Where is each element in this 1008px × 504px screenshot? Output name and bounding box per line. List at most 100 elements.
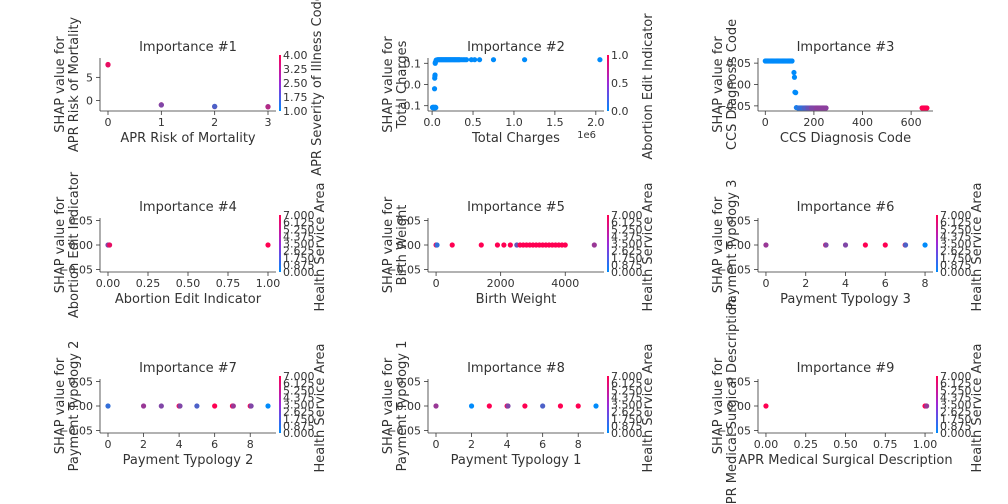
y-axis-label-line2: APR Risk of Mortality: [67, 17, 82, 153]
colorbar: [279, 376, 281, 433]
y-tick-label: 0: [86, 94, 93, 107]
colorbar-tick-label: 4.375: [283, 230, 315, 243]
colorbar-tick-label: 0.0: [611, 105, 629, 118]
x-tick-label: 0: [105, 116, 112, 129]
x-axis-label: Abortion Edit Indicator: [115, 292, 262, 307]
x-tick-label: 0.5: [464, 116, 482, 129]
data-point: [431, 86, 438, 92]
x-tick-label: 1.5: [546, 116, 564, 129]
colorbar-tick-label: 0.000: [611, 427, 643, 440]
colorbar-label: Health Service Area: [970, 344, 985, 473]
y-axis-label-line2: APR Medical Surgical Description: [725, 299, 740, 504]
y-tick-label: 5: [86, 71, 93, 84]
colorbar-tick-label: 6.125: [283, 216, 315, 229]
panel-4: Importance #4 0.00 0.25 0.50 0.75 1.00 0.05 0.0…: [53, 171, 328, 318]
colorbar-tick-label: 7.000: [611, 370, 643, 383]
x-tick-label: 6: [211, 438, 218, 451]
data-point: [212, 103, 218, 109]
x-tick-label: 0: [762, 277, 769, 290]
data-point: [793, 90, 799, 96]
x-tick-label: 0.0: [423, 116, 441, 129]
data-point: [433, 403, 439, 409]
data-point: [478, 242, 484, 248]
y-axis-label-line2: Abortion Edit Indicator: [67, 171, 82, 318]
y-tick-label: 0.05: [69, 375, 94, 388]
x-axis-label: Payment Typology 2: [123, 453, 254, 468]
colorbar-tick-label: 3.500: [283, 399, 315, 412]
colorbar-tick-label: 0.875: [283, 420, 315, 433]
data-point: [791, 69, 797, 76]
colorbar-tick-label: 2.625: [611, 245, 643, 258]
colorbar-tick-label: 2.625: [940, 245, 972, 258]
x-tick-label: 4000: [551, 277, 579, 290]
colorbar-tick-label: 6.125: [611, 377, 643, 390]
colorbar-tick-label: 4.375: [611, 230, 643, 243]
data-point: [597, 57, 603, 63]
y-tick-label: 0.00: [69, 400, 94, 413]
panel-title: Importance #5: [467, 200, 565, 215]
colorbar-tick-label: 5.250: [940, 223, 972, 236]
colorbar-tick-label: 5.250: [611, 384, 643, 397]
colorbar-label: Health Service Area: [970, 183, 985, 312]
x-tick-label: 4: [176, 438, 183, 451]
data-point: [557, 403, 564, 409]
y-tick-label: 0.05: [397, 214, 422, 227]
colorbar: [936, 376, 938, 433]
data-point: [501, 242, 507, 248]
x-axis-label: Birth Weight: [476, 292, 557, 307]
x-tick-label: 200: [803, 116, 824, 129]
y-tick-label: −0.1: [394, 100, 421, 113]
y-tick-label: 0.05: [397, 375, 422, 388]
x-tick-label: 4: [504, 438, 511, 451]
colorbar-tick-label: 7.000: [940, 209, 972, 222]
x-axis-label: CCS Diagnosis Code: [780, 131, 911, 146]
y-axis-label-line2: CCS Diagnosis Code: [725, 19, 740, 150]
y-axis-label-line1: SHAP value for: [711, 357, 726, 454]
colorbar-tick-label: 2.50: [283, 77, 308, 90]
x-tick-label: 1.00: [913, 438, 938, 451]
data-point: [476, 57, 483, 63]
x-tick-label: 6: [539, 438, 546, 451]
x-tick-label: 2000: [487, 277, 515, 290]
x-tick-label: 0.75: [873, 438, 898, 451]
data-point: [862, 242, 868, 248]
data-point: [486, 403, 492, 409]
x-axis-label: Payment Typology 3: [780, 292, 911, 307]
colorbar-label: Health Service Area: [313, 344, 328, 473]
y-tick-label: 0.00: [727, 400, 752, 413]
x-tick-label: 1: [158, 116, 165, 129]
x-tick-label: 3: [265, 116, 272, 129]
panel-2: Importance #20.0 0.5 1.0 1.5 2.00.10.0−0.11e…: [381, 13, 656, 160]
colorbar-tick-label: 3.500: [940, 399, 972, 412]
y-tick-label: 0.00: [727, 239, 752, 252]
x-tick-label: 6: [882, 277, 889, 290]
data-point: [902, 242, 909, 248]
data-point: [591, 242, 597, 248]
colorbar-label: APR Severity of Illness Code: [310, 0, 325, 176]
colorbar: [279, 215, 281, 272]
y-axis-label-line1: SHAP value for: [53, 357, 68, 454]
colorbar: [936, 215, 938, 272]
data-point: [924, 105, 930, 111]
colorbar-tick-label: 0.000: [940, 427, 972, 440]
y-tick-label: −0.05: [59, 425, 93, 438]
x-tick-label: 8: [922, 277, 929, 290]
data-point: [494, 242, 501, 248]
y-tick-label: 0.00: [69, 239, 94, 252]
colorbar-tick-label: 0.875: [940, 259, 972, 272]
x-tick-label: 2.0: [587, 116, 605, 129]
x-tick-label: 0: [433, 277, 440, 290]
data-point: [194, 403, 200, 409]
y-axis-label-line2: Total Charges: [395, 40, 410, 129]
colorbar-tick-label: 6.125: [940, 377, 972, 390]
data-point: [463, 57, 470, 63]
x-tick-label: 4: [842, 277, 849, 290]
x-tick-label: 400: [852, 116, 873, 129]
colorbar-tick-label: 2.625: [283, 406, 315, 419]
data-point: [521, 57, 528, 63]
colorbar-tick-label: 4.375: [940, 230, 972, 243]
colorbar-label: Health Service Area: [313, 183, 328, 312]
x-tick-label: 2: [468, 438, 475, 451]
